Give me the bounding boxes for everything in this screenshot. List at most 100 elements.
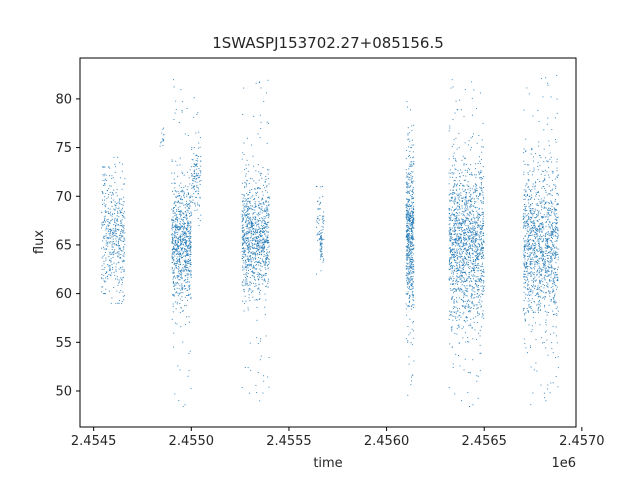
data-point bbox=[109, 235, 111, 237]
data-point bbox=[411, 221, 413, 223]
data-point bbox=[179, 369, 181, 371]
data-point bbox=[103, 280, 105, 282]
data-point bbox=[476, 210, 478, 212]
data-point bbox=[177, 201, 179, 203]
data-point bbox=[409, 186, 411, 188]
data-point bbox=[524, 278, 526, 280]
data-point bbox=[189, 269, 191, 271]
data-point bbox=[101, 227, 103, 229]
data-point bbox=[186, 260, 188, 262]
data-point bbox=[544, 310, 546, 312]
data-point bbox=[475, 201, 477, 203]
data-point bbox=[261, 247, 263, 249]
data-point bbox=[454, 261, 456, 263]
data-point bbox=[450, 251, 452, 253]
data-point bbox=[454, 208, 456, 210]
data-point bbox=[455, 270, 457, 272]
data-point bbox=[176, 219, 178, 221]
data-point bbox=[120, 225, 122, 227]
data-point bbox=[123, 271, 125, 273]
data-point bbox=[482, 285, 484, 287]
data-point bbox=[249, 227, 251, 229]
data-point bbox=[121, 163, 123, 165]
data-point bbox=[190, 245, 192, 247]
data-point bbox=[407, 291, 409, 293]
data-point bbox=[108, 270, 110, 272]
data-point bbox=[185, 242, 187, 244]
data-point bbox=[470, 257, 472, 259]
data-point bbox=[406, 225, 408, 227]
data-point bbox=[251, 196, 253, 198]
data-point bbox=[451, 234, 453, 236]
data-point bbox=[117, 208, 119, 210]
data-point bbox=[179, 256, 181, 258]
data-point bbox=[540, 246, 542, 248]
data-point bbox=[467, 264, 469, 266]
data-point bbox=[457, 197, 459, 199]
data-point bbox=[482, 202, 484, 204]
data-point bbox=[188, 236, 190, 238]
data-point bbox=[321, 242, 323, 244]
data-point bbox=[265, 190, 267, 192]
data-point bbox=[472, 256, 474, 258]
data-point bbox=[243, 207, 245, 209]
data-point bbox=[322, 186, 324, 188]
data-point bbox=[463, 221, 465, 223]
data-point bbox=[413, 219, 415, 221]
data-point bbox=[246, 225, 248, 227]
data-point bbox=[267, 240, 269, 242]
data-point bbox=[481, 257, 483, 259]
data-point bbox=[258, 235, 260, 237]
data-point bbox=[451, 232, 453, 234]
data-point bbox=[463, 300, 465, 302]
data-point bbox=[405, 182, 407, 184]
data-point bbox=[191, 148, 193, 150]
data-point bbox=[105, 251, 107, 253]
data-point bbox=[121, 209, 123, 211]
data-point bbox=[113, 251, 115, 253]
data-point bbox=[482, 166, 484, 168]
data-point bbox=[460, 229, 462, 231]
data-point bbox=[176, 224, 178, 226]
data-point bbox=[116, 244, 118, 246]
data-point bbox=[254, 201, 256, 203]
data-point bbox=[182, 220, 184, 222]
data-point bbox=[251, 246, 253, 248]
data-point bbox=[187, 224, 189, 226]
data-point bbox=[265, 211, 267, 213]
data-point bbox=[195, 164, 197, 165]
data-point bbox=[413, 337, 415, 339]
data-point bbox=[410, 243, 412, 245]
data-point bbox=[408, 280, 410, 282]
data-point bbox=[410, 222, 412, 224]
data-point bbox=[261, 251, 263, 253]
data-point bbox=[482, 271, 484, 273]
data-point bbox=[483, 289, 485, 291]
data-point bbox=[199, 137, 201, 139]
data-point bbox=[455, 218, 457, 220]
data-point bbox=[411, 235, 413, 237]
data-point bbox=[177, 209, 179, 211]
data-point bbox=[546, 242, 548, 244]
data-point bbox=[252, 247, 254, 249]
data-point bbox=[482, 201, 484, 203]
data-point bbox=[181, 283, 183, 285]
data-point bbox=[179, 226, 181, 228]
data-point bbox=[411, 261, 413, 263]
data-point bbox=[182, 256, 184, 258]
data-point bbox=[264, 280, 266, 282]
data-point bbox=[186, 269, 188, 271]
data-point bbox=[476, 250, 478, 252]
data-point bbox=[109, 208, 111, 210]
data-point bbox=[469, 245, 471, 247]
data-point bbox=[187, 246, 189, 248]
data-point bbox=[262, 274, 264, 276]
data-point bbox=[258, 245, 260, 247]
data-point bbox=[482, 212, 484, 214]
data-point bbox=[468, 243, 470, 245]
data-point bbox=[246, 227, 248, 229]
data-point bbox=[178, 276, 180, 278]
data-point bbox=[109, 222, 111, 224]
data-point bbox=[257, 243, 259, 245]
data-point bbox=[462, 272, 464, 274]
